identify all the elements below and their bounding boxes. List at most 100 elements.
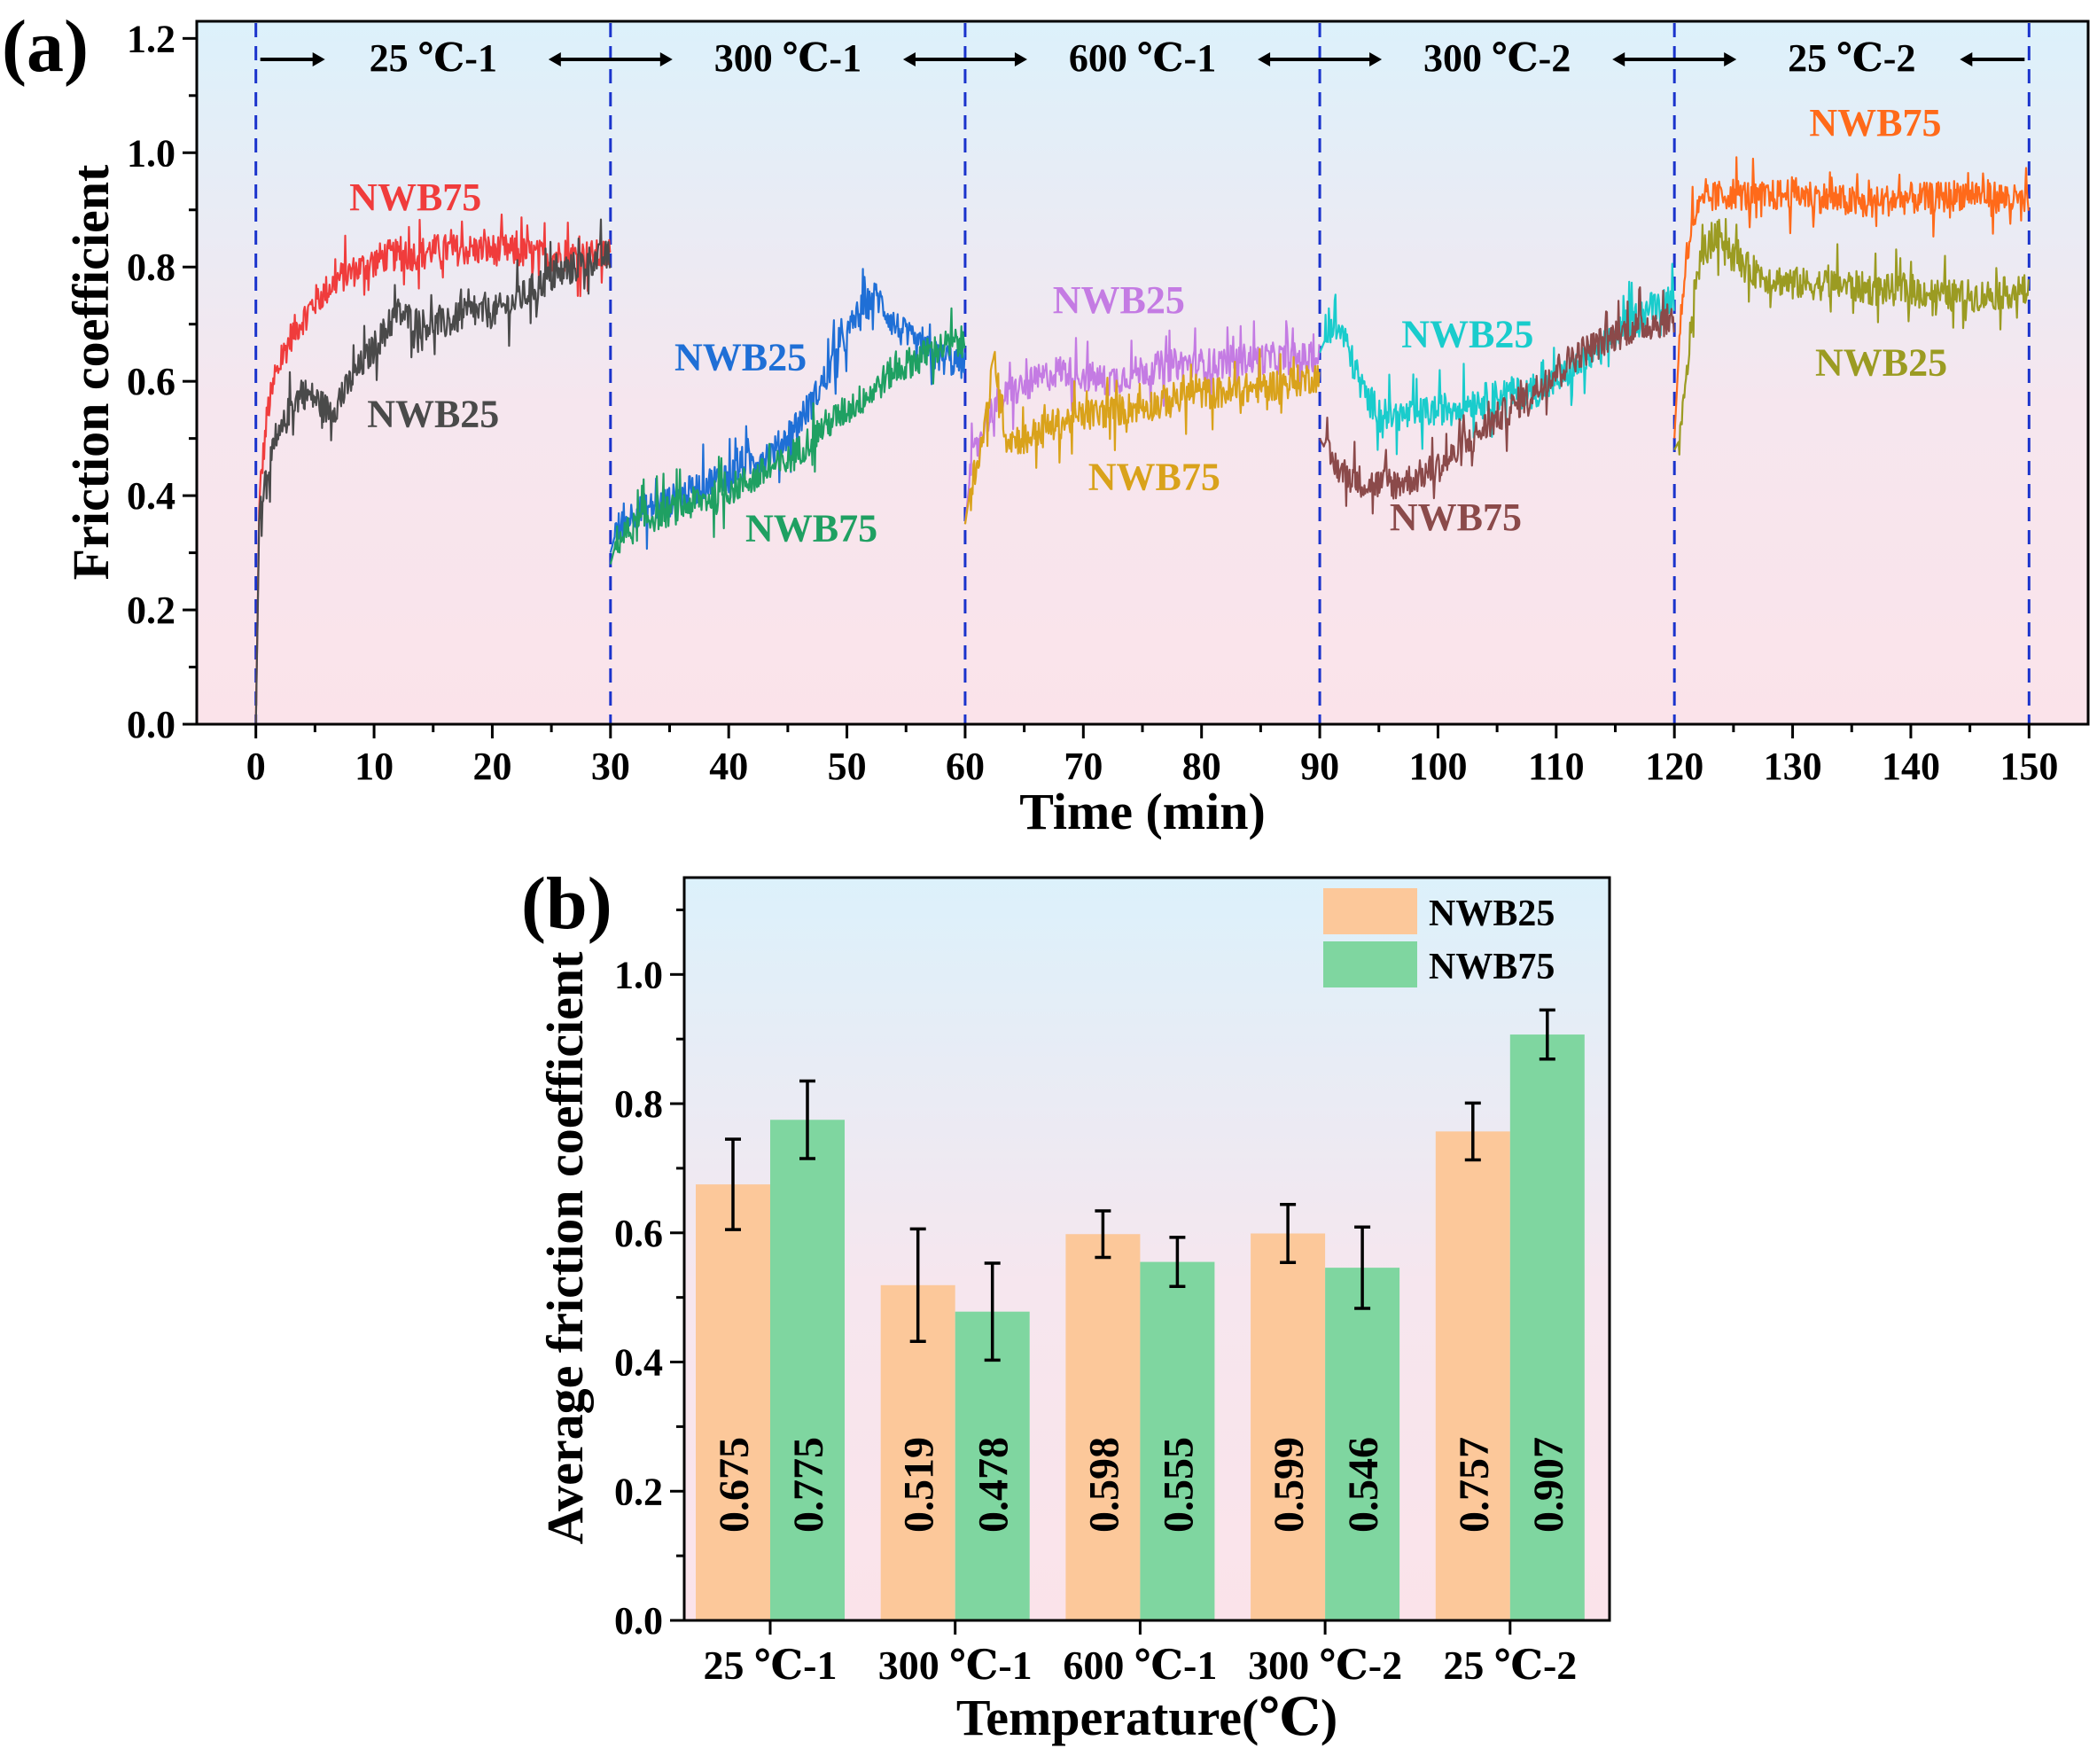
- x-axis-title: Time (min): [1019, 783, 1266, 840]
- series-label-nwb25-6: NWB25: [1401, 312, 1533, 355]
- x-tick-label-2: 20: [472, 745, 511, 788]
- series-line-nwb25-2: [609, 268, 966, 553]
- bar-nwb25-0: [696, 1184, 770, 1620]
- x-tick-label-4: 40: [709, 745, 748, 788]
- bar-value-label-nwb75-4: 0.907: [1525, 1437, 1572, 1533]
- x-tick-label-14: 140: [1882, 745, 1940, 788]
- phase-label-2: 600 ℃-1: [1069, 36, 1216, 80]
- bar-value-label-nwb75-2: 0.555: [1155, 1437, 1202, 1533]
- category-label-4: 25 ℃-2: [1443, 1643, 1577, 1688]
- x-axis-title: Temperature(℃): [956, 1689, 1337, 1746]
- series-label-nwb25-4: NWB25: [1053, 278, 1185, 322]
- panel-b: 0.675 0.775 0.519 0.478 0.598 0.555 0.599 0.546…: [521, 862, 1611, 1746]
- bar-nwb25-4: [1435, 1131, 1510, 1620]
- phase-label-1: 300 ℃-1: [714, 36, 861, 80]
- legend-label-nwb25: NWB25: [1429, 894, 1555, 934]
- y-tick-label-6: 1.2: [127, 17, 175, 60]
- y-tick-label-4: 0.8: [127, 246, 175, 289]
- x-tick-label-11: 110: [1528, 745, 1585, 788]
- y-tick-label-1: 0.2: [127, 589, 175, 632]
- x-tick-label-9: 90: [1300, 745, 1339, 788]
- phase-label-4: 25 ℃-2: [1788, 36, 1915, 80]
- bar-nwb75-0: [770, 1120, 845, 1620]
- series-label-nwb25-2: NWB25: [674, 335, 807, 379]
- arrow-head-left-3: [1258, 52, 1271, 66]
- series-label-nwb25-1: NWB25: [367, 393, 499, 436]
- series-label-nwb25-9: NWB25: [1815, 341, 1947, 385]
- series-label-nwb75-0: NWB75: [349, 176, 481, 219]
- panel-a: NWB75 NWB25 NWB25 NWB75 NWB25 NWB75 NWB25 NWB75…: [2, 5, 2090, 840]
- arrow-head-right-3: [1369, 52, 1383, 66]
- bar-value-label-nwb25-3: 0.599: [1266, 1437, 1313, 1533]
- legend-label-nwb75: NWB75: [1429, 947, 1555, 987]
- series-label-nwb75-8: NWB75: [1809, 101, 1941, 144]
- legend-swatch-nwb75: [1323, 941, 1417, 987]
- y-tick-label-3: 0.6: [614, 1212, 663, 1255]
- x-tick-label-1: 10: [355, 745, 394, 788]
- y-tick-label-3: 0.6: [127, 360, 175, 403]
- bar-value-label-nwb25-4: 0.757: [1451, 1437, 1498, 1533]
- phase-label-3: 300 ℃-2: [1423, 36, 1571, 80]
- series-label-nwb75-5: NWB75: [1088, 456, 1220, 499]
- arrow-head-left-2: [902, 52, 916, 66]
- y-tick-label-0: 0.0: [127, 703, 175, 746]
- legend-swatch-nwb25: [1323, 888, 1417, 934]
- bar-value-label-nwb75-1: 0.478: [971, 1437, 1017, 1533]
- bars: [696, 1034, 1585, 1620]
- bar-value-label-nwb75-0: 0.775: [785, 1437, 832, 1533]
- bar-nwb75-2: [1140, 1261, 1215, 1620]
- y-axis-title: Friction coefficient: [62, 164, 120, 580]
- series-line-nwb75-3: [609, 307, 966, 565]
- bar-nwb75-4: [1509, 1034, 1585, 1620]
- panel-a-label: (a): [2, 5, 89, 88]
- arrow-head-right-2: [1014, 52, 1027, 66]
- x-tick-label-10: 100: [1408, 745, 1467, 788]
- y-tick-label-2: 0.4: [614, 1341, 663, 1385]
- series-line-nwb75-7: [1319, 286, 1675, 515]
- x-axis-ticks: 0 10 20 30 40 50 60 70 80 90 100 110 120 130 140 150: [246, 724, 2058, 788]
- x-tick-label-3: 30: [591, 745, 630, 788]
- phase-label-0: 25 ℃-1: [370, 36, 497, 80]
- series-line-nwb25-1: [254, 218, 612, 725]
- y-axis-ticks: 0.0 0.2 0.4 0.6 0.8 1.0: [614, 908, 684, 1643]
- bar-nwb25-2: [1065, 1234, 1141, 1620]
- y-tick-label-5: 1.0: [614, 953, 663, 996]
- x-tick-label-13: 130: [1764, 745, 1822, 788]
- category-label-1: 300 ℃-1: [878, 1643, 1033, 1688]
- y-tick-label-5: 1.0: [127, 131, 175, 175]
- series-label-nwb75-3: NWB75: [745, 507, 877, 550]
- x-tick-label-5: 50: [828, 745, 867, 788]
- x-tick-label-0: 0: [246, 745, 266, 788]
- arrow-head-right-4: [1724, 52, 1737, 66]
- bar-nwb75-1: [955, 1311, 1030, 1620]
- y-tick-label-1: 0.2: [614, 1470, 663, 1513]
- series-lines: [254, 156, 2030, 725]
- x-tick-label-7: 70: [1064, 745, 1103, 788]
- category-axis: 25 ℃-1 300 ℃-1 600 ℃-1 300 ℃-2 25 ℃-2: [704, 1620, 1577, 1688]
- panel-b-frame: [682, 876, 1611, 1622]
- x-tick-label-15: 150: [2000, 745, 2058, 788]
- y-tick-label-4: 0.8: [614, 1082, 663, 1126]
- category-label-0: 25 ℃-1: [704, 1643, 838, 1688]
- series-labels: NWB75 NWB25 NWB25 NWB75 NWB25 NWB75 NWB25 NWB75…: [349, 101, 1947, 550]
- panel-b-label: (b): [521, 862, 612, 945]
- x-tick-label-8: 80: [1182, 745, 1221, 788]
- y-tick-label-0: 0.0: [614, 1599, 663, 1643]
- arrow-head-right-1: [659, 52, 673, 66]
- bar-value-labels: 0.675 0.775 0.519 0.478 0.598 0.555 0.599 0.546…: [711, 1437, 1572, 1533]
- x-tick-label-6: 60: [946, 745, 985, 788]
- phase-labels: 25 ℃-1 300 ℃-1 600 ℃-1 300 ℃-2 25 ℃-2: [370, 36, 1916, 80]
- y-axis-ticks: 0.0 0.2 0.4 0.6 0.8 1.0 1.2: [127, 17, 197, 746]
- category-label-2: 600 ℃-1: [1063, 1643, 1217, 1688]
- bar-value-label-nwb25-2: 0.598: [1080, 1437, 1127, 1533]
- arrow-head-start: [312, 52, 325, 66]
- arrow-head-end: [1960, 52, 1973, 66]
- bar-nwb75-3: [1325, 1268, 1400, 1620]
- phase-arrows: [260, 52, 2025, 66]
- category-label-3: 300 ℃-2: [1248, 1643, 1402, 1688]
- x-tick-label-12: 120: [1645, 745, 1703, 788]
- series-line-nwb75-5: [963, 347, 1321, 525]
- arrow-head-left-1: [548, 52, 561, 66]
- series-label-nwb75-7: NWB75: [1390, 496, 1522, 539]
